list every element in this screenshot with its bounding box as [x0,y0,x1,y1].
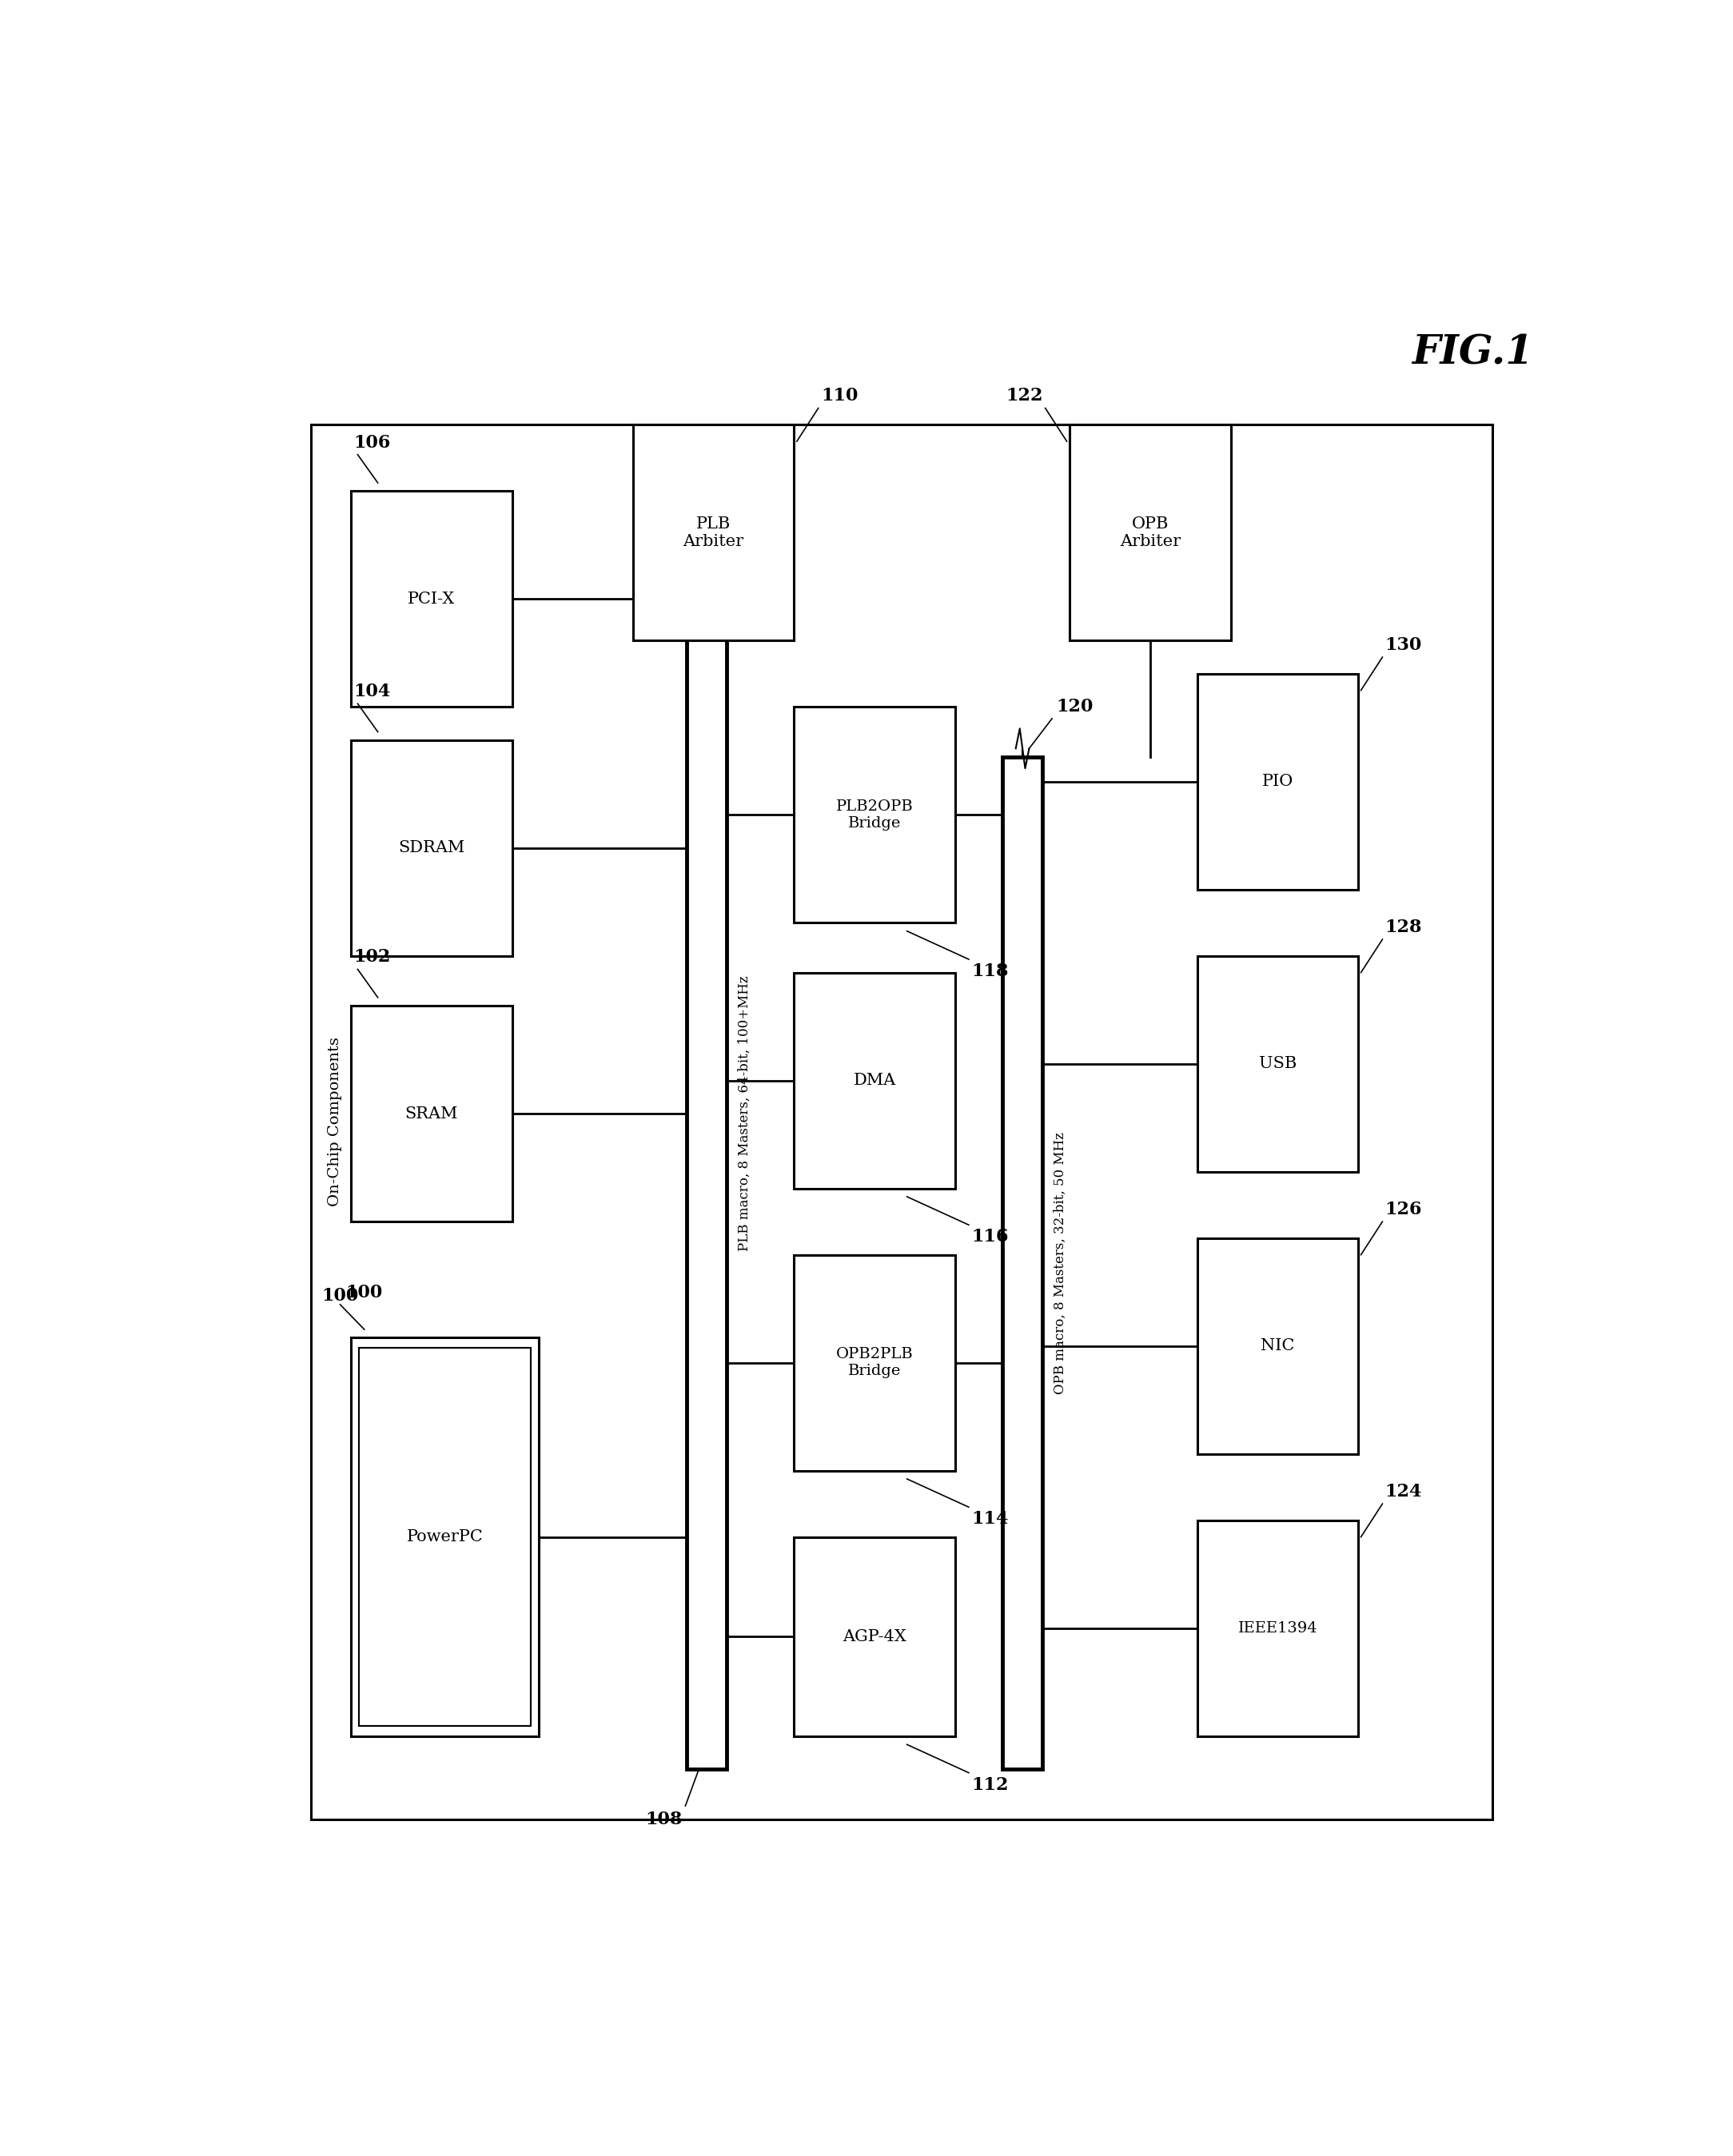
Text: 122: 122 [1005,388,1043,405]
Text: IEEE1394: IEEE1394 [1237,1621,1317,1636]
Bar [350,740,513,955]
Bar [686,457,728,1770]
Bar [350,1005,513,1222]
Text: SRAM: SRAM [406,1106,458,1121]
Text: OPB macro, 8 Masters, 32-bit, 50 MHz: OPB macro, 8 Masters, 32-bit, 50 MHz [1054,1132,1068,1395]
Text: 114: 114 [972,1511,1009,1529]
Bar [1069,425,1230,640]
Bar [1002,757,1043,1770]
Text: FIG.1: FIG.1 [1412,334,1534,373]
Bar [1198,1238,1359,1453]
Text: 108: 108 [646,1811,683,1828]
Text: 116: 116 [972,1229,1009,1246]
Text: 100: 100 [345,1283,383,1302]
Bar [1198,1520,1359,1736]
Bar [794,707,955,923]
Text: USB: USB [1258,1056,1296,1072]
Bar [1198,955,1359,1173]
Text: 130: 130 [1385,636,1423,653]
Text: PLB macro, 8 Masters, 64-bit, 100+MHz: PLB macro, 8 Masters, 64-bit, 100+MHz [738,977,752,1250]
Bar [350,492,513,707]
Text: 120: 120 [1055,699,1094,716]
Text: DMA: DMA [853,1074,896,1089]
Text: 110: 110 [821,388,858,405]
Text: 106: 106 [354,433,390,451]
Text: 104: 104 [354,683,390,701]
Text: OPB
Arbiter: OPB Arbiter [1120,515,1180,550]
Bar [310,425,1492,1820]
Bar [1198,673,1359,890]
Text: 112: 112 [972,1777,1009,1794]
Bar [794,1255,955,1470]
Text: AGP-4X: AGP-4X [842,1630,906,1645]
Text: 118: 118 [972,962,1009,981]
Text: On-Chip Components: On-Chip Components [328,1037,341,1207]
Text: 102: 102 [354,949,390,966]
Bar [794,972,955,1188]
Text: OPB2PLB
Bridge: OPB2PLB Bridge [835,1348,913,1378]
Text: PLB2OPB
Bridge: PLB2OPB Bridge [835,800,913,830]
Bar [633,425,794,640]
Text: 100: 100 [321,1287,359,1304]
Bar [350,1337,539,1736]
Text: 126: 126 [1385,1201,1423,1218]
Bar [359,1348,530,1727]
Text: PLB
Arbiter: PLB Arbiter [683,515,743,550]
Bar [794,1537,955,1736]
Text: 128: 128 [1385,918,1423,936]
Text: NIC: NIC [1260,1339,1295,1354]
Text: PCI-X: PCI-X [407,591,456,606]
Text: PowerPC: PowerPC [407,1529,484,1544]
Text: SDRAM: SDRAM [399,841,464,856]
Text: PIO: PIO [1262,774,1293,789]
Text: 124: 124 [1385,1483,1423,1501]
